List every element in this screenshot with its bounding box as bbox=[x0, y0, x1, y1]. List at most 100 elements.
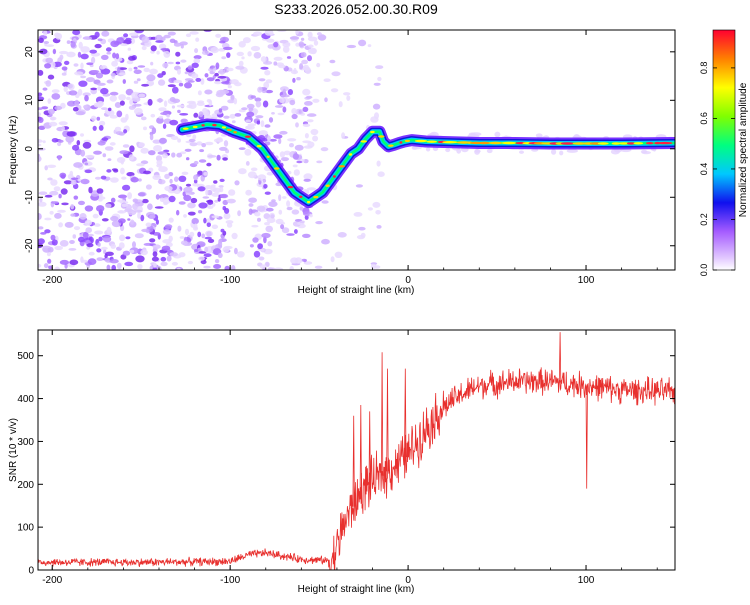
noise-blob bbox=[203, 172, 208, 176]
noise-blob bbox=[155, 194, 160, 200]
noise-blob bbox=[370, 263, 377, 269]
noise-blob bbox=[86, 62, 94, 66]
noise-blob bbox=[226, 198, 236, 204]
noise-blob bbox=[100, 87, 109, 95]
noise-blob bbox=[141, 83, 150, 87]
noise-blob bbox=[116, 262, 122, 270]
noise-blob bbox=[255, 115, 264, 119]
noise-blob bbox=[176, 209, 180, 216]
noise-blob bbox=[215, 62, 220, 70]
noise-blob bbox=[302, 106, 309, 112]
noise-blob bbox=[216, 154, 221, 161]
x-tick-label: -200 bbox=[42, 575, 62, 586]
noise-blob bbox=[176, 267, 181, 270]
noise-blob bbox=[234, 180, 240, 186]
noise-blob bbox=[375, 65, 384, 69]
noise-blob bbox=[53, 186, 61, 192]
noise-blob bbox=[159, 137, 167, 144]
noise-blob bbox=[219, 146, 228, 151]
noise-blob bbox=[70, 41, 76, 48]
noise-blob bbox=[191, 73, 199, 79]
noise-blob bbox=[152, 174, 161, 180]
noise-blob bbox=[193, 223, 198, 230]
ridge-hotspot bbox=[399, 141, 403, 144]
noise-blob bbox=[80, 178, 90, 185]
noise-blob bbox=[106, 51, 111, 55]
noise-blob bbox=[127, 218, 131, 221]
noise-blob bbox=[105, 47, 112, 52]
ridge-hotspot bbox=[307, 200, 311, 204]
noise-blob bbox=[153, 145, 163, 152]
ridge-hotspot bbox=[201, 124, 205, 127]
noise-blob bbox=[161, 245, 171, 251]
noise-blob bbox=[201, 143, 207, 148]
noise-blob bbox=[114, 102, 122, 108]
noise-blob bbox=[220, 193, 229, 199]
noise-blob bbox=[173, 42, 182, 47]
noise-blob bbox=[133, 66, 138, 70]
noise-blob bbox=[210, 186, 217, 192]
noise-blob bbox=[132, 241, 136, 249]
noise-blob bbox=[312, 135, 319, 142]
noise-blob bbox=[101, 218, 109, 222]
noise-blob bbox=[76, 140, 81, 146]
ridge-hotspot bbox=[348, 153, 353, 156]
noise-blob bbox=[186, 157, 190, 161]
noise-blob bbox=[92, 125, 97, 131]
noise-blob bbox=[125, 37, 132, 42]
noise-blob bbox=[287, 89, 293, 96]
ridge-hotspot bbox=[192, 125, 198, 129]
noise-blob bbox=[80, 149, 86, 157]
noise-blob bbox=[204, 236, 212, 240]
noise-blob bbox=[264, 261, 270, 267]
noise-blob bbox=[195, 37, 200, 42]
noise-blob bbox=[195, 77, 202, 82]
noise-blob bbox=[38, 201, 47, 207]
noise-blob bbox=[197, 90, 202, 96]
noise-blob bbox=[212, 202, 216, 207]
noise-blob bbox=[106, 169, 112, 173]
ridge-hotspot bbox=[414, 139, 428, 143]
noise-blob bbox=[222, 157, 228, 161]
noise-blob bbox=[136, 78, 141, 82]
noise-blob bbox=[132, 203, 139, 211]
ridge-hotspot bbox=[233, 131, 237, 134]
noise-blob bbox=[356, 235, 365, 240]
noise-blob bbox=[189, 231, 195, 237]
noise-blob bbox=[191, 62, 199, 68]
noise-blob bbox=[175, 61, 181, 65]
colorbar-label: Normalized spectral amplitude bbox=[738, 82, 749, 217]
noise-blob bbox=[129, 99, 134, 105]
noise-blob bbox=[122, 79, 127, 84]
noise-blob bbox=[98, 198, 103, 202]
noise-blob bbox=[197, 231, 202, 238]
noise-blob bbox=[91, 56, 96, 64]
y-tick-label: 400 bbox=[17, 394, 34, 405]
noise-blob bbox=[245, 161, 250, 166]
noise-blob bbox=[174, 176, 179, 182]
noise-blob bbox=[180, 240, 188, 246]
ridge-hotspot bbox=[332, 175, 336, 178]
noise-blob bbox=[152, 267, 158, 270]
noise-blob bbox=[210, 47, 219, 54]
noise-blob bbox=[248, 203, 254, 207]
noise-blob bbox=[126, 60, 134, 65]
noise-blob bbox=[48, 121, 58, 127]
noise-blob bbox=[205, 185, 212, 190]
noise-blob bbox=[38, 139, 43, 143]
noise-blob bbox=[110, 40, 120, 48]
noise-blob bbox=[535, 133, 543, 138]
noise-blob bbox=[125, 88, 134, 96]
noise-blob bbox=[265, 207, 274, 212]
noise-blob bbox=[121, 203, 128, 207]
noise-blob bbox=[193, 112, 199, 118]
noise-blob bbox=[241, 107, 248, 111]
noise-blob bbox=[307, 36, 318, 42]
noise-blob bbox=[258, 256, 265, 261]
noise-blob bbox=[168, 217, 174, 223]
noise-blob bbox=[286, 206, 293, 211]
noise-blob bbox=[85, 154, 95, 159]
noise-blob bbox=[80, 256, 84, 264]
noise-blob bbox=[271, 199, 276, 203]
noise-blob bbox=[93, 150, 102, 155]
